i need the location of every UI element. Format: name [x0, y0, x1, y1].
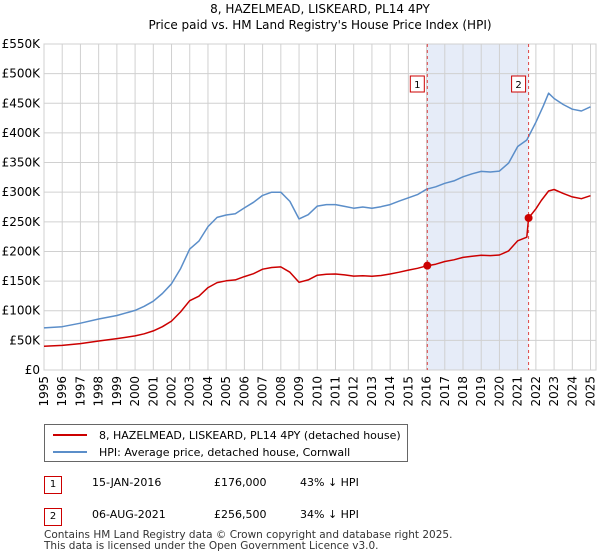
- sale-label: 1: [414, 80, 420, 91]
- chart-title: 8, HAZELMEAD, LISKEARD, PL14 4PY: [210, 2, 430, 16]
- x-tick-label: 1998: [92, 376, 106, 407]
- x-tick-label: 1995: [37, 376, 51, 407]
- legend-label-property: 8, HAZELMEAD, LISKEARD, PL14 4PY (detach…: [99, 428, 401, 442]
- property-price-line: [43, 188, 591, 348]
- x-tick-label: 2019: [474, 376, 488, 407]
- sale-date: 06-AUG-2021: [92, 508, 166, 521]
- x-tick-label: 2004: [201, 376, 215, 407]
- y-tick-label: £150K: [2, 274, 42, 288]
- sale-label-box: [409, 75, 425, 93]
- x-tick-label: 2018: [456, 376, 470, 407]
- sale-label-box: [511, 75, 527, 93]
- x-tick-label: 2025: [584, 376, 598, 407]
- sale-date: 15-JAN-2016: [92, 476, 162, 489]
- legend-item-hpi: HPI: Average price, detached house, Corn…: [53, 444, 350, 460]
- x-tick-label: 2024: [565, 376, 579, 407]
- legend-swatch-hpi: [53, 451, 87, 453]
- hpi-line: [43, 92, 591, 329]
- sale-price: £176,000: [214, 476, 267, 489]
- sale-number-badge: 2: [44, 508, 62, 526]
- x-tick-label: 2016: [420, 376, 434, 407]
- x-tick-label: 2002: [165, 376, 179, 407]
- sale-number-badge: 1: [44, 476, 62, 494]
- x-tick-label: 2012: [347, 376, 361, 407]
- x-tick-label: 2020: [492, 376, 506, 407]
- y-tick-label: £400K: [2, 126, 42, 140]
- x-tick-label: 2001: [146, 376, 160, 407]
- x-tick-label: 1999: [110, 376, 124, 407]
- x-tick-label: 2000: [128, 376, 142, 407]
- footer-line-1: Contains HM Land Registry data © Crown c…: [44, 529, 453, 541]
- y-tick-label: £50K: [9, 333, 41, 347]
- price-chart: 8, HAZELMEAD, LISKEARD, PL14 4PY Price p…: [2, 2, 598, 407]
- legend-item-property: 8, HAZELMEAD, LISKEARD, PL14 4PY (detach…: [53, 427, 401, 443]
- y-tick-label: £550K: [2, 37, 42, 51]
- x-tick-label: 2006: [237, 376, 251, 407]
- x-tick-label: 2009: [292, 376, 306, 407]
- footer-line-2: This data is licensed under the Open Gov…: [44, 540, 379, 552]
- sale-hpi-diff: 34% ↓ HPI: [300, 508, 359, 521]
- x-tick-label: 1996: [55, 376, 69, 407]
- footer-attribution: Contains HM Land Registry data © Crown c…: [44, 530, 452, 552]
- x-tick-label: 2003: [183, 376, 197, 407]
- legend: 8, HAZELMEAD, LISKEARD, PL14 4PY (detach…: [44, 424, 408, 462]
- sale-point: [524, 213, 533, 222]
- x-tick-label: 2005: [219, 376, 233, 407]
- legend-swatch-property: [53, 434, 87, 436]
- x-tick-label: 2022: [529, 376, 543, 407]
- x-tick-label: 2008: [274, 376, 288, 407]
- legend-label-hpi: HPI: Average price, detached house, Corn…: [99, 445, 351, 459]
- y-tick-label: £450K: [2, 96, 42, 110]
- highlight-region: [427, 44, 529, 370]
- sale-label: 2: [515, 80, 521, 91]
- y-tick-label: £500K: [2, 67, 42, 81]
- y-tick-label: £100K: [2, 304, 42, 318]
- y-tick-label: £200K: [2, 244, 42, 258]
- x-tick-label: 2013: [365, 376, 379, 407]
- x-tick-label: 1997: [73, 376, 87, 407]
- y-tick-label: £350K: [2, 156, 42, 170]
- x-tick-label: 2015: [401, 376, 415, 407]
- chart-subtitle: Price paid vs. HM Land Registry's House …: [148, 18, 491, 32]
- x-tick-label: 2017: [438, 376, 452, 407]
- y-tick-label: £300K: [2, 185, 42, 199]
- sale-row: 1 15-JAN-2016 £176,000 43% ↓ HPI: [44, 474, 374, 494]
- x-tick-label: 2023: [547, 376, 561, 407]
- sale-price: £256,500: [214, 508, 267, 521]
- sale-point: [423, 261, 432, 270]
- sale-row: 2 06-AUG-2021 £256,500 34% ↓ HPI: [44, 506, 374, 526]
- x-tick-label: 2014: [383, 376, 397, 407]
- x-tick-label: 2010: [310, 376, 324, 407]
- y-tick-label: £250K: [2, 215, 42, 229]
- sale-hpi-diff: 43% ↓ HPI: [300, 476, 359, 489]
- y-tick-label: £0: [25, 363, 40, 377]
- x-tick-label: 2011: [328, 376, 342, 407]
- x-tick-label: 2007: [256, 376, 270, 407]
- x-tick-label: 2021: [511, 376, 525, 407]
